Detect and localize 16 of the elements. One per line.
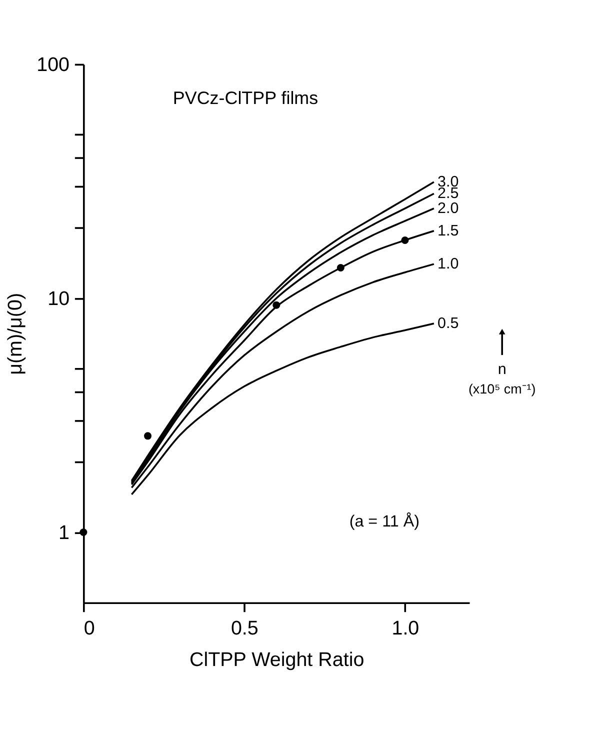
x-tick-label: 0 [84,618,95,640]
x-tick-label: 1.0 [392,618,420,640]
y-tick-label: 1 [58,522,70,544]
series-label: 1.0 [438,256,459,273]
annotation: (x10⁵ cm⁻¹) [468,382,536,397]
annotation: PVCz-ClTPP films [172,88,318,108]
text: n [498,360,506,378]
y-tick-label: 10 [48,288,70,310]
series-label: 1.5 [438,222,459,240]
annotation: (a = 11 Å) [349,511,420,530]
y-tick-label: 100 [36,54,70,76]
x-axis-title: ClTPP Weight Ratio [189,648,364,671]
series-label: 2.0 [438,200,459,217]
series-label: 0.5 [438,314,459,332]
y-axis-title: μ(m)/μ(0) [4,292,26,375]
x-tick-label: 0.5 [230,618,258,640]
